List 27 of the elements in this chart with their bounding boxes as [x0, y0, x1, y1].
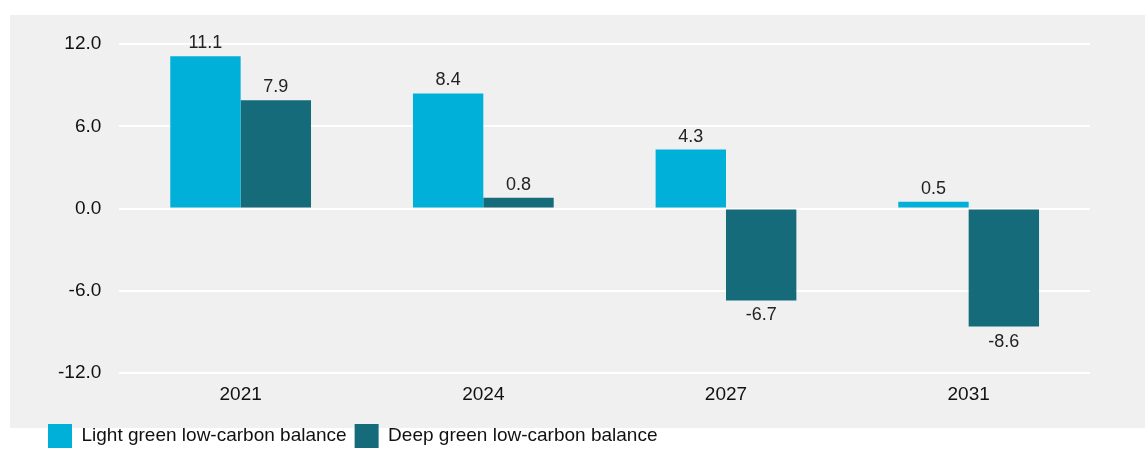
bar — [898, 201, 969, 208]
bar — [725, 209, 797, 301]
x-tick-label: 2024 — [462, 382, 505, 404]
data-label: 7.9 — [263, 76, 289, 97]
legend-label: Deep green low-carbon balance — [388, 424, 658, 446]
bar — [968, 209, 1040, 327]
data-label: -8.6 — [988, 330, 1020, 351]
legend-label: Light green low-carbon balance — [81, 424, 347, 446]
y-tick-label: 6.0 — [74, 114, 102, 136]
data-label: 4.3 — [678, 125, 704, 146]
data-label: 0.8 — [505, 173, 532, 194]
x-tick-label: 2027 — [704, 382, 748, 404]
data-label: 8.4 — [435, 69, 461, 90]
bar — [483, 197, 554, 208]
x-tick-label: 2021 — [219, 382, 262, 404]
data-label: 11.1 — [188, 32, 223, 53]
bar — [170, 56, 241, 208]
data-label: -6.7 — [745, 304, 777, 325]
y-tick-label: 0.0 — [74, 196, 102, 218]
data-label: 0.5 — [920, 177, 946, 198]
bar — [412, 93, 484, 208]
y-tick-label: -6.0 — [68, 279, 102, 301]
y-tick-label: 12.0 — [64, 32, 102, 54]
y-tick-label: -12.0 — [57, 361, 102, 383]
bar — [240, 100, 312, 208]
x-tick-label: 2031 — [947, 382, 990, 404]
bar — [655, 149, 726, 208]
